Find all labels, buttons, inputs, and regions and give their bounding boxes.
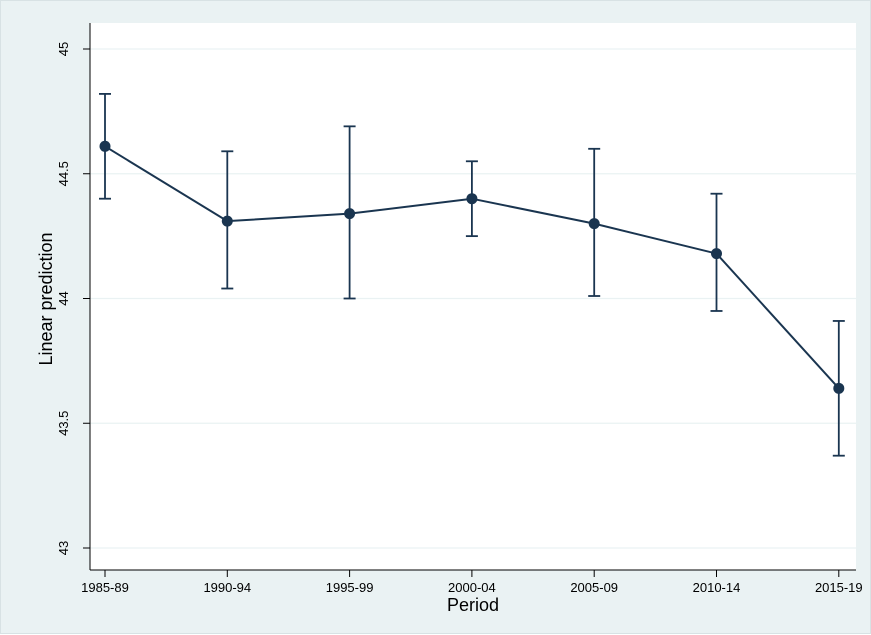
- x-axis-title: Period: [447, 595, 499, 615]
- y-tick-label: 43: [56, 541, 71, 555]
- data-point: [344, 208, 356, 220]
- data-point: [833, 382, 845, 394]
- grid-lines: [90, 48, 856, 549]
- y-axis-title: Linear prediction: [36, 232, 56, 365]
- x-tick-label: 2015-19: [815, 580, 863, 595]
- x-ticks: 1985-89 1990-94 1995-99 2000-04 2005-09 2010-…: [81, 570, 863, 595]
- y-tick-label: 43.5: [56, 411, 71, 436]
- data-point: [588, 218, 600, 230]
- data-point: [99, 140, 111, 152]
- x-tick-label: 1990-94: [203, 580, 251, 595]
- y-tick-label: 44.5: [56, 161, 71, 186]
- axes: [89, 23, 856, 571]
- y-tick-label: 45: [56, 42, 71, 56]
- x-tick-label: 2005-09: [570, 580, 618, 595]
- plot-area: [90, 23, 856, 570]
- data-point: [711, 248, 722, 260]
- x-tick-label: 2010-14: [693, 580, 741, 595]
- x-tick-label: 1995-99: [326, 580, 374, 595]
- y-ticks: 43 43.5 44 44.5 45: [56, 42, 90, 555]
- series-markers: [99, 140, 845, 394]
- y-tick-label: 44: [56, 291, 71, 305]
- x-tick-label: 2000-04: [448, 580, 496, 595]
- data-point: [221, 215, 233, 227]
- x-tick-label: 1985-89: [81, 580, 129, 595]
- data-point: [466, 193, 478, 205]
